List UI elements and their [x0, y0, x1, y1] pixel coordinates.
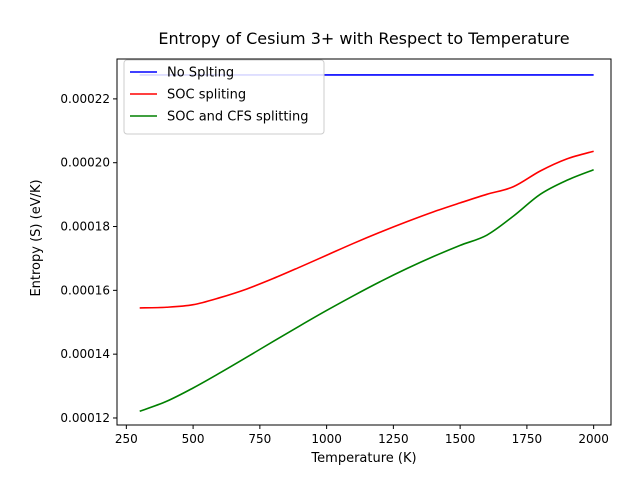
x-tick-label: 750 [248, 432, 271, 446]
x-tick-label: 250 [115, 432, 138, 446]
y-axis: 0.00012 0.00014 0.00016 0.00018 0.00020 0.000… [60, 92, 117, 425]
x-axis: 250 500 750 1000 1250 1500 1750 2000 [115, 425, 609, 446]
x-tick-label: 500 [182, 432, 205, 446]
legend-box [123, 59, 325, 135]
x-tick-label: 1000 [311, 432, 342, 446]
x-axis-label: Temperature (K) [310, 451, 416, 466]
y-tick-label: 0.00022 [60, 92, 110, 106]
chart-title: Entropy of Cesium 3+ with Respect to Tem… [158, 29, 569, 48]
x-tick-label: 2000 [578, 432, 609, 446]
plot-frame [116, 58, 612, 426]
legend-label-2: SOC spliting [167, 88, 246, 103]
x-tick-label: 1250 [378, 432, 409, 446]
x-tick-label: 1500 [445, 432, 476, 446]
y-tick-label: 0.00016 [60, 283, 110, 297]
y-tick-label: 0.00018 [60, 220, 110, 234]
series-line-3 [139, 168, 594, 413]
y-tick-label: 0.00020 [60, 156, 110, 170]
y-axis-label: Entropy (S) (eV/K) [29, 179, 44, 296]
legend-label-1: No Splting [167, 66, 234, 81]
y-tick-label: 0.00012 [60, 411, 110, 425]
plot-area [116, 58, 612, 426]
series-line-2 [139, 150, 594, 309]
legend: No Splting SOC spliting SOC and CFS splitt… [123, 59, 325, 135]
y-tick-label: 0.00014 [60, 347, 110, 361]
legend-label-3: SOC and CFS splitting [167, 110, 309, 125]
x-tick-label: 1750 [512, 432, 543, 446]
